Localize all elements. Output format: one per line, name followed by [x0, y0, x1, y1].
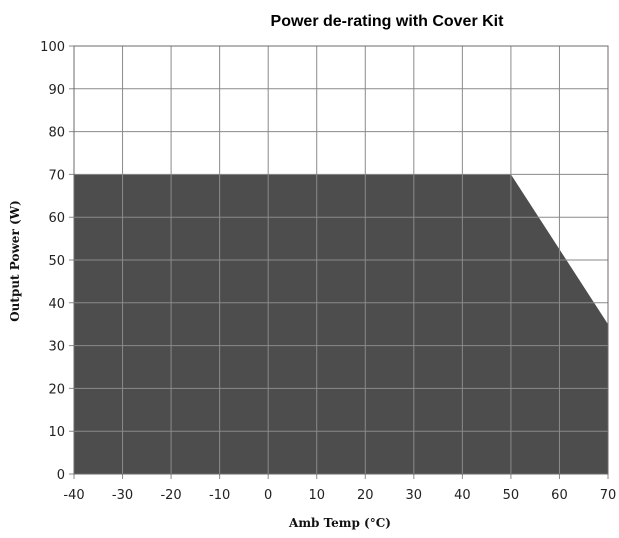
x-tick-label: 70 — [600, 488, 617, 503]
x-tick-label: 50 — [503, 488, 520, 503]
y-tick-label: 60 — [48, 211, 65, 226]
x-tick-label: -10 — [209, 488, 230, 503]
x-tick-label: -30 — [112, 488, 133, 503]
x-tick-label: 0 — [264, 488, 272, 503]
x-tick-label: 60 — [551, 488, 568, 503]
y-tick-label: 50 — [48, 254, 65, 269]
y-tick-label: 90 — [48, 83, 65, 98]
plot-frame — [73, 45, 609, 475]
y-tick-label: 30 — [48, 340, 65, 355]
x-tick-label: -20 — [160, 488, 181, 503]
x-tick-labels: -40 -30 -20 -10 0 10 20 30 40 50 60 70 — [63, 488, 616, 503]
x-tick-label: 10 — [308, 488, 325, 503]
x-tick-label: 40 — [454, 488, 471, 503]
y-tick-label: 0 — [57, 468, 65, 483]
x-tick-label: 30 — [406, 488, 423, 503]
chart-title: Power de-rating with Cover Kit — [271, 13, 505, 30]
y-tick-label: 10 — [48, 425, 65, 440]
y-tick-label: 40 — [48, 297, 65, 312]
area-fill — [74, 174, 608, 474]
x-tick-label: 20 — [357, 488, 374, 503]
x-axis-label: Amb Temp (°C) — [288, 516, 391, 530]
y-tick-labels: 0 10 20 30 40 50 60 70 80 90 100 — [40, 40, 65, 483]
y-axis-label: Output Power (W) — [8, 200, 22, 322]
y-tick-label: 80 — [48, 126, 65, 141]
x-tick-label: -40 — [63, 488, 84, 503]
y-tick-label: 20 — [48, 382, 65, 397]
y-tick-label: 70 — [48, 168, 65, 183]
y-tick-label: 100 — [40, 40, 65, 55]
area-series — [74, 174, 608, 474]
